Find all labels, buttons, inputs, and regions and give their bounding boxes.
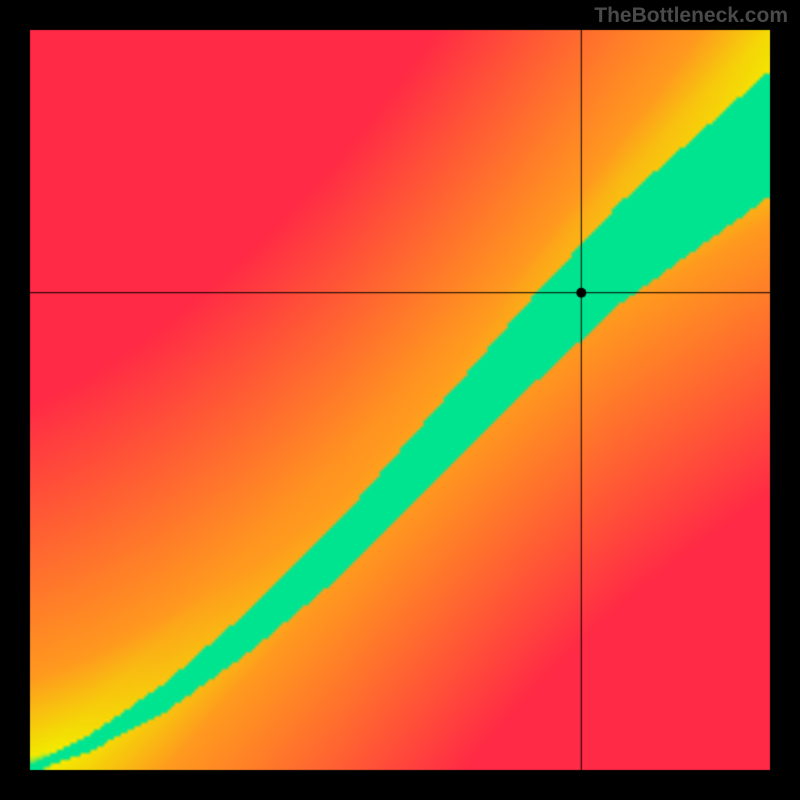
heatmap-canvas	[0, 0, 800, 800]
watermark-text: TheBottleneck.com	[594, 4, 788, 28]
chart-container: TheBottleneck.com	[0, 0, 800, 800]
